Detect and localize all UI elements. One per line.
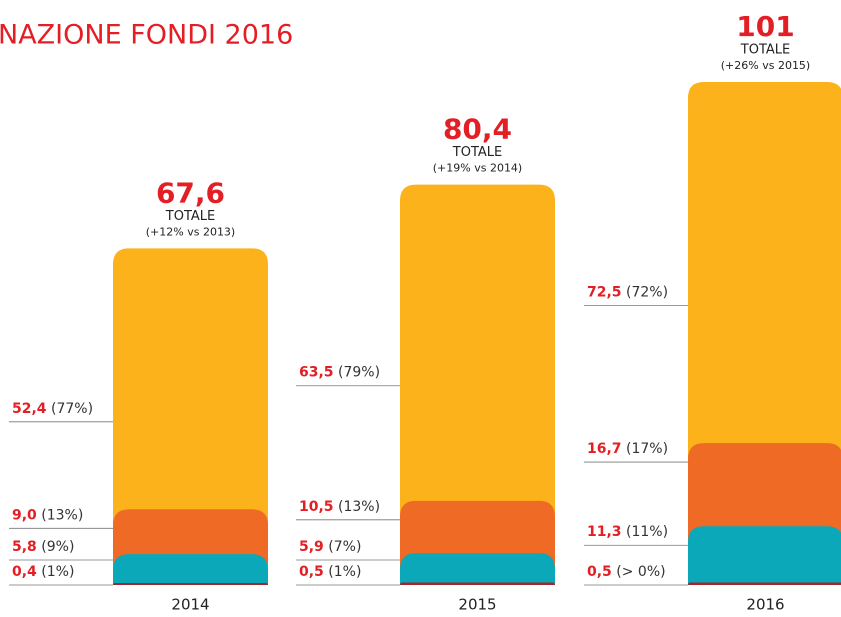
share-label: (1%) [41, 564, 74, 580]
bar-segment [688, 582, 841, 585]
x-tick-label: 2015 [458, 596, 496, 614]
share-label: (77%) [51, 401, 93, 417]
share-label: (13%) [41, 507, 83, 523]
value-label: 5,9 [299, 539, 324, 555]
segment-label: 0,5 (> 0%) [587, 564, 666, 580]
segment-label: 11,3 (11%) [587, 524, 668, 540]
total-caption: TOTALE [165, 209, 215, 224]
total-value: 80,4 [443, 113, 512, 146]
share-label: (1%) [328, 564, 361, 580]
value-label: 9,0 [12, 507, 37, 523]
x-tick-label: 2014 [171, 596, 209, 614]
bar-segment [400, 582, 555, 585]
value-label: 0,5 [587, 564, 612, 580]
value-label: 11,3 [587, 524, 622, 540]
segment-label: 52,4 (77%) [12, 401, 93, 417]
total-value: 67,6 [156, 176, 225, 209]
bar-segment [400, 553, 555, 585]
bar-segment [113, 554, 268, 585]
value-label: 0,5 [299, 564, 324, 580]
total-note: (+26% vs 2015) [721, 59, 810, 72]
total-caption: TOTALE [452, 145, 502, 160]
bar-segment [113, 248, 268, 585]
x-tick-label: 2016 [746, 596, 784, 614]
total-value: 101 [736, 10, 794, 43]
segment-label: 16,7 (17%) [587, 441, 668, 457]
bar-segment [113, 583, 268, 585]
segment-label: 63,5 (79%) [299, 365, 380, 381]
total-caption: TOTALE [740, 43, 790, 58]
share-label: (11%) [626, 524, 668, 540]
share-label: (> 0%) [616, 564, 665, 580]
bar-segment [400, 184, 555, 585]
total-note: (+12% vs 2013) [146, 225, 235, 238]
share-label: (79%) [338, 365, 380, 381]
segment-label: 5,9 (7%) [299, 539, 361, 555]
value-label: 72,5 [587, 285, 622, 301]
segment-label: 9,0 (13%) [12, 507, 83, 523]
value-label: 0,4 [12, 564, 37, 580]
value-label: 63,5 [299, 365, 334, 381]
bar-segment [688, 526, 841, 585]
share-label: (72%) [626, 285, 668, 301]
share-label: (13%) [338, 499, 380, 515]
segment-label: 10,5 (13%) [299, 499, 380, 515]
segment-label: 72,5 (72%) [587, 285, 668, 301]
chart-title: NAZIONE FONDI 2016 [0, 20, 293, 51]
segment-label: 0,4 (1%) [12, 564, 74, 580]
segment-label: 5,8 (9%) [12, 539, 74, 555]
value-label: 10,5 [299, 499, 334, 515]
share-label: (7%) [328, 539, 361, 555]
share-label: (9%) [41, 539, 74, 555]
share-label: (17%) [626, 441, 668, 457]
value-label: 16,7 [587, 441, 622, 457]
value-label: 5,8 [12, 539, 37, 555]
value-label: 52,4 [12, 401, 47, 417]
total-note: (+19% vs 2014) [433, 162, 522, 175]
segment-label: 0,5 (1%) [299, 564, 361, 580]
